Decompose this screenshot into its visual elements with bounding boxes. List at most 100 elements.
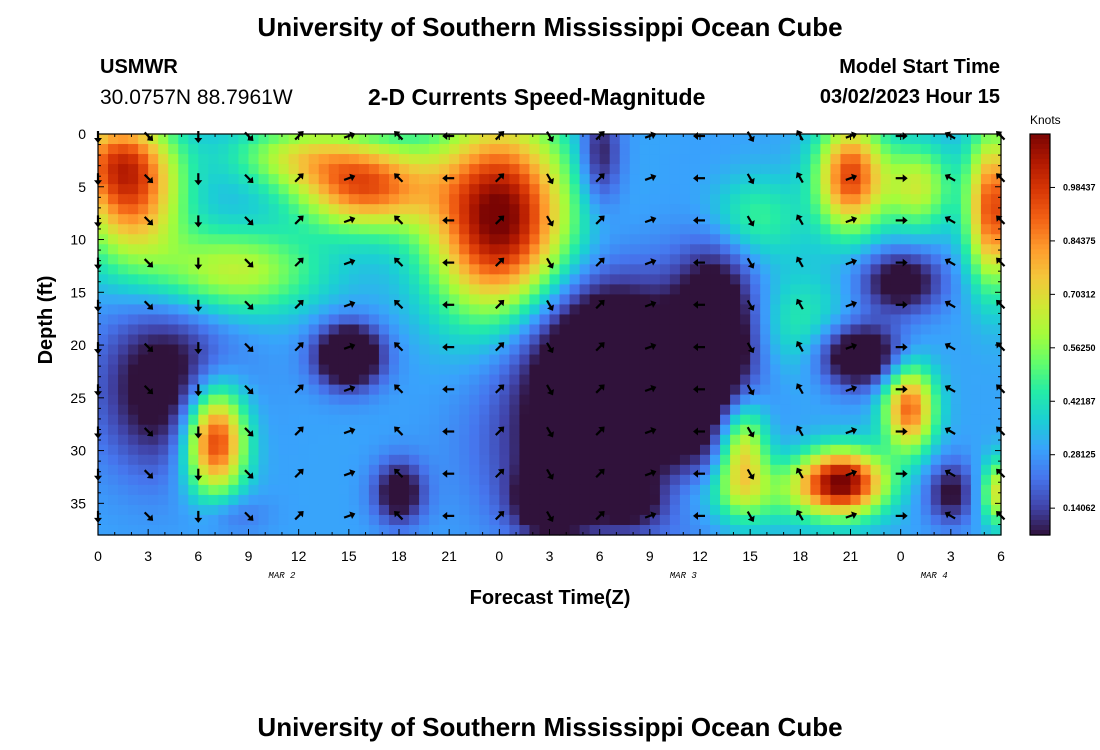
heatmap-cell xyxy=(519,384,531,396)
heatmap-cell xyxy=(700,514,711,526)
heatmap-cell xyxy=(980,414,992,426)
heatmap-cell xyxy=(268,284,280,296)
heatmap-cell xyxy=(108,394,119,406)
x-tick-label: 6 xyxy=(194,548,202,564)
heatmap-cell xyxy=(679,434,691,446)
heatmap-cell xyxy=(910,304,922,316)
vector-head xyxy=(194,264,203,270)
heatmap-cell xyxy=(439,284,450,296)
heatmap-cell xyxy=(419,334,430,346)
heatmap-cell xyxy=(399,214,410,225)
heatmap-cell xyxy=(840,374,852,386)
y-tick-label: 10 xyxy=(70,232,86,248)
heatmap-cell xyxy=(710,414,721,426)
heatmap-cell xyxy=(338,204,350,215)
heatmap-cell xyxy=(760,304,771,316)
heatmap-cell xyxy=(589,284,601,296)
heatmap-cell xyxy=(579,424,591,436)
heatmap-cell xyxy=(549,304,561,316)
heatmap-cell xyxy=(419,264,430,275)
heatmap-cell xyxy=(659,394,671,406)
heatmap-cell xyxy=(870,214,882,225)
heatmap-cell xyxy=(880,184,892,195)
heatmap-cell xyxy=(619,524,631,536)
heatmap-cell xyxy=(920,484,932,496)
heatmap-cell xyxy=(629,384,641,396)
heatmap-cell xyxy=(419,504,430,516)
heatmap-cell xyxy=(489,414,500,426)
heatmap-cell xyxy=(700,224,711,235)
current-vector xyxy=(294,510,304,521)
current-vector xyxy=(143,384,154,395)
heatmap-cell xyxy=(830,494,842,506)
heatmap-cell xyxy=(278,514,290,526)
heatmap-cell xyxy=(118,234,129,245)
heatmap-cell xyxy=(148,474,159,486)
colorbar-segment xyxy=(1030,239,1050,245)
heatmap-cell xyxy=(539,154,551,165)
heatmap-cell xyxy=(730,374,741,386)
heatmap-cell xyxy=(208,194,219,205)
heatmap-cell xyxy=(168,134,179,145)
vector-head xyxy=(944,173,952,181)
heatmap-cell xyxy=(950,294,962,306)
heatmap-cell xyxy=(820,444,832,456)
current-vector xyxy=(343,258,356,266)
heatmap-cell xyxy=(870,414,882,426)
heatmap-cell xyxy=(599,214,611,225)
heatmap-cell xyxy=(368,334,380,346)
heatmap-cell xyxy=(730,334,741,346)
heatmap-cell xyxy=(128,144,139,155)
x-tick-labels: 0 3 6 9 12 15 18 21 0 3 6 9 12 15 18 21 0 3 6 xyxy=(94,548,1005,564)
heatmap-cell xyxy=(639,484,651,496)
heatmap-cell xyxy=(479,284,490,296)
heatmap-cell xyxy=(990,334,1002,346)
heatmap-cell xyxy=(368,394,380,406)
heatmap-cell xyxy=(258,344,270,356)
heatmap-cell xyxy=(740,184,751,195)
current-vector xyxy=(644,342,657,351)
heatmap-cell xyxy=(599,404,611,416)
heatmap-cell xyxy=(419,384,430,396)
current-vector xyxy=(194,426,203,439)
heatmap-cell xyxy=(910,154,922,165)
current-vector xyxy=(494,426,505,436)
heatmap-cell xyxy=(399,414,410,426)
heatmap-cell xyxy=(539,414,551,426)
heatmap-cell xyxy=(980,504,992,516)
heatmap-cell xyxy=(178,214,189,225)
heatmap-cell xyxy=(128,334,139,346)
heatmap-cell xyxy=(288,164,300,175)
heatmap-cell xyxy=(268,374,280,386)
heatmap-cell xyxy=(499,254,510,265)
heatmap-cell xyxy=(138,424,149,436)
heatmap-cell xyxy=(338,144,350,155)
heatmap-cell xyxy=(730,504,741,516)
heatmap-cell xyxy=(138,474,149,486)
heatmap-cell xyxy=(960,254,972,265)
heatmap-cell xyxy=(419,304,430,316)
heatmap-cell xyxy=(970,454,982,466)
heatmap-cell xyxy=(178,324,189,336)
heatmap-cell xyxy=(298,314,310,326)
heatmap-cell xyxy=(850,234,862,245)
heatmap-cell xyxy=(970,344,982,356)
heatmap-cell xyxy=(730,174,741,185)
heatmap-cell xyxy=(840,154,852,165)
heatmap-cell xyxy=(740,344,751,356)
heatmap-cell xyxy=(700,314,711,326)
heatmap-cell xyxy=(98,464,109,476)
heatmap-cell xyxy=(368,314,380,326)
heatmap-cell xyxy=(288,524,300,536)
heatmap-cell xyxy=(860,464,872,476)
heatmap-cell xyxy=(378,334,390,346)
heatmap-cell xyxy=(409,334,420,346)
heatmap-cell xyxy=(429,204,440,215)
heatmap-cell xyxy=(970,424,982,436)
heatmap-cell xyxy=(720,344,731,356)
current-vector xyxy=(944,384,956,393)
heatmap-cell xyxy=(138,244,149,255)
heatmap-cell xyxy=(148,454,159,466)
heatmap-cell xyxy=(128,504,139,516)
heatmap-cell xyxy=(810,364,821,376)
